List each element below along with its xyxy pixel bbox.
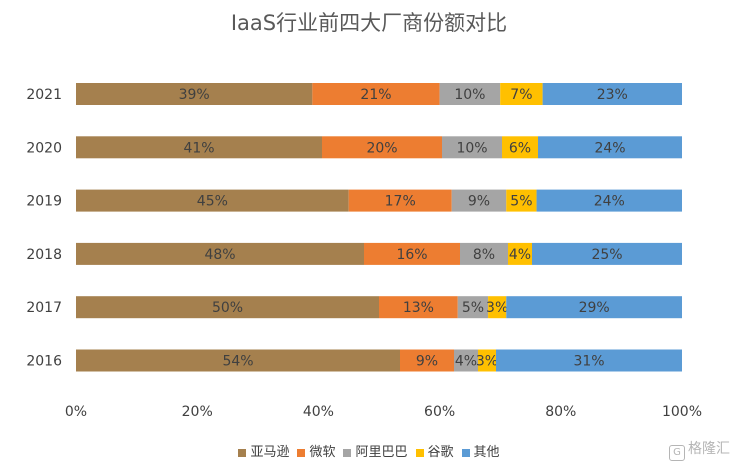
legend: 亚马逊 微软 阿里巴巴 谷歌 其他 <box>0 441 738 460</box>
legend-label: 亚马逊 <box>250 445 290 460</box>
data-label: 5% <box>510 194 532 210</box>
x-tick-label: 100% <box>662 404 702 420</box>
data-label: 54% <box>222 354 253 370</box>
x-tick-label: 20% <box>182 404 213 420</box>
data-label: 7% <box>510 87 532 103</box>
category-label: 2021 <box>26 87 62 103</box>
category-label: 2020 <box>26 140 62 156</box>
legend-label: 微软 <box>309 445 336 460</box>
bar-segment <box>76 136 322 159</box>
data-label: 23% <box>597 87 628 103</box>
data-label: 9% <box>416 354 438 370</box>
data-label: 21% <box>360 87 391 103</box>
bar-segment <box>538 136 682 159</box>
legend-item: 谷歌 <box>415 441 454 460</box>
legend-swatch-icon <box>297 448 306 457</box>
bar-segment <box>379 296 458 319</box>
legend-item: 阿里巴巴 <box>343 441 408 460</box>
legend-item: 亚马逊 <box>238 441 289 460</box>
legend-swatch-icon <box>238 448 247 457</box>
bar-segment <box>457 296 489 319</box>
data-label: 39% <box>179 87 210 103</box>
data-label: 8% <box>473 247 495 263</box>
x-tick-label: 60% <box>424 404 455 420</box>
bar-segment <box>500 83 543 105</box>
legend-swatch-icon <box>343 448 352 457</box>
watermark-logo-icon: G <box>669 445 685 461</box>
bar-segment <box>76 296 379 319</box>
bar-segment <box>508 242 532 265</box>
data-label: 13% <box>403 300 434 316</box>
x-tick-label: 80% <box>545 404 576 420</box>
category-label: 2017 <box>26 300 62 316</box>
legend-label: 阿里巴巴 <box>355 445 408 460</box>
legend-label: 谷歌 <box>427 445 454 460</box>
bar-segment <box>506 296 682 319</box>
plot-area: 2021 39% 21% 10% 7% 23% 2020 41% 20% 10% 6% 24% 2019… <box>26 83 702 420</box>
legend-item: 微软 <box>297 441 335 460</box>
data-label: 3% <box>486 300 508 316</box>
bar-segment <box>488 296 507 319</box>
bar-segment <box>536 189 682 212</box>
bar-segment <box>76 189 349 212</box>
bar-segment <box>76 83 313 105</box>
bar-segment <box>348 189 452 212</box>
bar-segment <box>542 83 682 105</box>
bar-segment <box>76 242 364 265</box>
x-tick-label: 40% <box>303 404 334 420</box>
data-label: 45% <box>197 194 228 210</box>
bar-segment <box>312 83 440 105</box>
bar-segment <box>364 242 460 265</box>
data-label: 41% <box>183 140 214 156</box>
bar-segment <box>322 136 442 159</box>
x-tick-label: 0% <box>65 404 87 420</box>
bar-segment <box>506 189 537 212</box>
bar-segment <box>454 349 478 372</box>
data-label: 31% <box>573 354 604 370</box>
bar-segment <box>460 242 508 265</box>
data-label: 24% <box>594 140 625 156</box>
bar-segment <box>442 136 502 159</box>
data-label: 24% <box>594 194 625 210</box>
data-label: 16% <box>396 247 427 263</box>
data-label: 25% <box>591 247 622 263</box>
watermark: G 格隆汇 <box>669 438 730 461</box>
chart-title: IaaS行业前四大厂商份额对比 <box>230 11 508 35</box>
bar-segment <box>502 136 538 159</box>
data-label: 5% <box>462 300 484 316</box>
bar-segment <box>478 349 496 372</box>
data-label: 4% <box>509 247 531 263</box>
data-label: 20% <box>366 140 397 156</box>
data-label: 29% <box>579 300 610 316</box>
bar-segment <box>439 83 501 105</box>
data-label: 3% <box>476 354 498 370</box>
data-label: 10% <box>454 87 485 103</box>
bar-segment <box>400 349 454 372</box>
legend-swatch-icon <box>415 448 424 457</box>
bar-segment <box>451 189 507 212</box>
data-label: 9% <box>468 194 490 210</box>
watermark-text: 格隆汇 <box>688 441 730 457</box>
data-label: 17% <box>385 194 416 210</box>
bar-segment <box>532 242 682 265</box>
category-label: 2019 <box>26 194 62 210</box>
data-label: 48% <box>204 247 235 263</box>
bar-segment <box>76 349 400 372</box>
legend-swatch-icon <box>461 448 470 457</box>
category-label: 2016 <box>26 354 62 370</box>
legend-label: 其他 <box>473 445 500 460</box>
bar-segment <box>496 349 682 372</box>
category-label: 2018 <box>26 247 62 263</box>
legend-item: 其他 <box>461 441 500 460</box>
data-label: 4% <box>455 354 477 370</box>
data-label: 6% <box>509 140 531 156</box>
data-label: 10% <box>456 140 487 156</box>
data-label: 50% <box>212 300 243 316</box>
